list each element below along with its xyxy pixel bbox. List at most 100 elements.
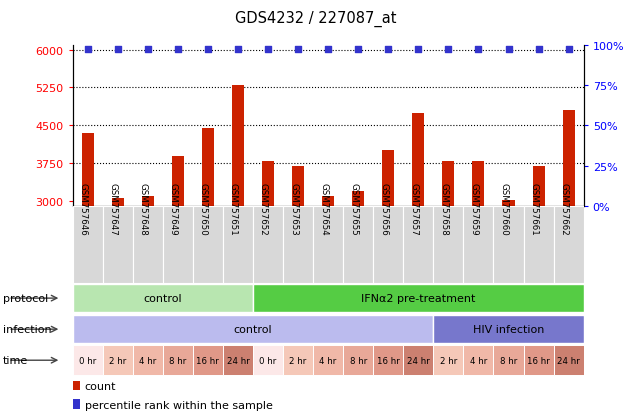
Bar — [81, 133, 93, 352]
Bar — [292, 166, 304, 352]
Bar — [313, 345, 343, 375]
Text: 4 hr: 4 hr — [139, 356, 156, 365]
Bar — [202, 128, 214, 352]
Text: GSM757657: GSM757657 — [410, 183, 418, 235]
Bar — [193, 206, 223, 283]
Text: time: time — [3, 355, 28, 366]
Point — [353, 47, 363, 54]
Bar — [403, 345, 433, 375]
Text: GSM757662: GSM757662 — [560, 183, 569, 235]
Text: GSM757649: GSM757649 — [169, 183, 178, 235]
Text: protocol: protocol — [3, 293, 49, 304]
Bar — [253, 206, 283, 283]
Point — [203, 47, 213, 54]
Bar — [73, 381, 80, 390]
Text: GSM757659: GSM757659 — [469, 183, 478, 235]
Text: infection: infection — [3, 324, 52, 335]
Bar — [133, 345, 163, 375]
Text: count: count — [85, 381, 116, 391]
Bar — [433, 345, 463, 375]
Bar — [382, 151, 394, 352]
Text: GSM757647: GSM757647 — [109, 183, 117, 235]
Bar — [172, 156, 184, 352]
Text: GSM757652: GSM757652 — [259, 183, 268, 235]
Text: IFNα2 pre-treatment: IFNα2 pre-treatment — [361, 293, 476, 304]
Bar — [403, 206, 433, 283]
Point — [173, 47, 183, 54]
Text: 4 hr: 4 hr — [470, 356, 487, 365]
Bar — [103, 345, 133, 375]
Bar — [142, 197, 154, 352]
Bar — [352, 191, 364, 352]
Text: 4 hr: 4 hr — [319, 356, 337, 365]
Text: GSM757648: GSM757648 — [139, 183, 148, 235]
Bar — [493, 206, 524, 283]
Text: GSM757660: GSM757660 — [500, 183, 509, 235]
Bar — [133, 206, 163, 283]
Bar — [433, 206, 463, 283]
Text: 8 hr: 8 hr — [350, 356, 367, 365]
Bar — [283, 345, 313, 375]
Text: control: control — [143, 293, 182, 304]
Point — [143, 47, 153, 54]
Point — [233, 47, 243, 54]
Point — [444, 47, 454, 54]
Text: GSM757650: GSM757650 — [199, 183, 208, 235]
Bar — [253, 345, 283, 375]
Text: GSM757653: GSM757653 — [289, 183, 298, 235]
Point — [112, 47, 122, 54]
Bar — [373, 345, 403, 375]
Bar — [463, 206, 493, 283]
Point — [473, 47, 483, 54]
Text: 0 hr: 0 hr — [79, 356, 96, 365]
Bar — [524, 206, 553, 283]
Bar — [524, 345, 553, 375]
Text: 16 hr: 16 hr — [377, 356, 399, 365]
Point — [504, 47, 514, 54]
Bar — [283, 206, 313, 283]
Bar — [373, 206, 403, 283]
Bar — [103, 206, 133, 283]
Point — [263, 47, 273, 54]
Text: 8 hr: 8 hr — [169, 356, 186, 365]
Bar — [563, 111, 575, 352]
Text: 0 hr: 0 hr — [259, 356, 276, 365]
Bar — [112, 199, 124, 352]
Bar — [442, 161, 454, 352]
Bar — [433, 315, 584, 344]
Bar — [73, 315, 433, 344]
Text: GDS4232 / 227087_at: GDS4232 / 227087_at — [235, 10, 396, 26]
Bar — [163, 345, 193, 375]
Text: 2 hr: 2 hr — [109, 356, 126, 365]
Text: GSM757646: GSM757646 — [79, 183, 88, 235]
Bar — [73, 399, 80, 408]
Text: 24 hr: 24 hr — [227, 356, 249, 365]
Bar — [163, 206, 193, 283]
Bar — [193, 345, 223, 375]
Bar — [232, 85, 244, 352]
Text: 8 hr: 8 hr — [500, 356, 517, 365]
Point — [563, 47, 574, 54]
Bar — [343, 345, 373, 375]
Text: control: control — [233, 324, 272, 335]
Text: GSM757656: GSM757656 — [379, 183, 388, 235]
Point — [323, 47, 333, 54]
Bar — [253, 284, 584, 313]
Text: GSM757661: GSM757661 — [529, 183, 539, 235]
Bar — [493, 345, 524, 375]
Point — [383, 47, 393, 54]
Text: 2 hr: 2 hr — [290, 356, 307, 365]
Bar — [463, 345, 493, 375]
Text: 24 hr: 24 hr — [407, 356, 430, 365]
Text: 2 hr: 2 hr — [440, 356, 457, 365]
Text: GSM757651: GSM757651 — [229, 183, 238, 235]
Bar — [343, 206, 373, 283]
Bar — [553, 345, 584, 375]
Bar — [73, 206, 103, 283]
Bar — [412, 114, 424, 352]
Bar — [473, 161, 485, 352]
Text: 16 hr: 16 hr — [528, 356, 550, 365]
Text: GSM757658: GSM757658 — [439, 183, 449, 235]
Point — [534, 47, 544, 54]
Bar — [322, 197, 334, 352]
